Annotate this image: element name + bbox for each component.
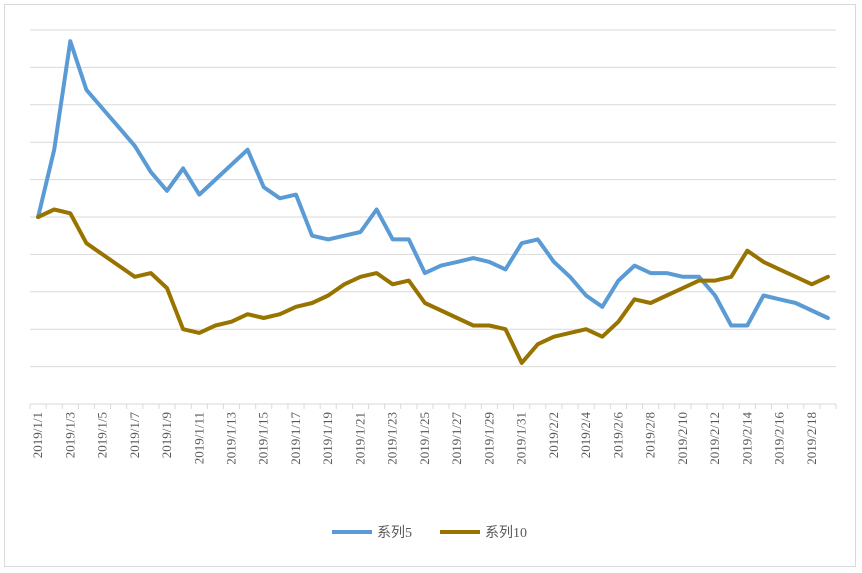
chart-frame	[4, 4, 856, 567]
x-tick-label: 2019/1/29	[481, 412, 496, 465]
x-tick-label: 2019/2/12	[707, 412, 722, 465]
gridlines	[30, 29, 836, 368]
x-tick-label: 2019/2/8	[643, 412, 658, 458]
x-tick-label: 2019/2/18	[804, 412, 819, 465]
series-line-1	[36, 39, 830, 328]
x-tick-label: 2019/1/3	[62, 412, 77, 458]
series-line-2	[36, 207, 830, 365]
x-tick-label: 2019/1/19	[320, 412, 335, 465]
x-tick-label: 2019/1/31	[514, 412, 529, 465]
x-tick-label: 2019/1/27	[449, 412, 464, 465]
series-lines	[36, 39, 830, 365]
x-tick-label: 2019/1/1	[30, 412, 45, 458]
x-axis: 2019/1/1 2019/1/3 2019/1/5 2019/1/7 2019/1/9…	[29, 403, 837, 465]
x-tick-label: 2019/1/17	[288, 412, 303, 465]
x-tick-label: 2019/2/16	[772, 412, 787, 465]
x-tick-label: 2019/2/14	[739, 412, 754, 465]
x-tick-label: 2019/1/21	[352, 412, 367, 465]
x-tick-label: 2019/1/9	[159, 412, 174, 458]
x-tick-label: 2019/2/2	[546, 412, 561, 458]
x-tick-label: 2019/1/5	[95, 412, 110, 458]
x-tick-label: 2019/1/25	[417, 412, 432, 465]
x-tick-label: 2019/1/11	[191, 412, 206, 464]
x-tick-label: 2019/2/4	[578, 412, 593, 459]
x-tick-label: 2019/1/23	[385, 412, 400, 465]
x-tick-label: 2019/2/6	[610, 412, 625, 459]
x-tick-label: 2019/1/7	[127, 412, 142, 459]
x-tick-label: 2019/2/10	[675, 412, 690, 465]
legend-label-series-2: 系列10	[485, 525, 527, 541]
x-tick-label: 2019/1/13	[224, 412, 239, 465]
legend: 系列5 系列10	[332, 525, 527, 541]
x-tick-label: 2019/1/15	[256, 412, 271, 465]
legend-label-series-1: 系列5	[377, 525, 412, 541]
